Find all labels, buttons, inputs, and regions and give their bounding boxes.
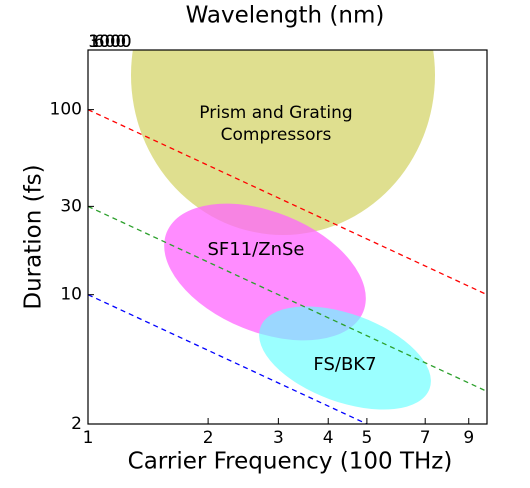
x-tick-label: 2	[203, 428, 214, 448]
dashed-line	[88, 205, 487, 393]
x-tick-label: 5	[361, 428, 372, 448]
region-label: FS/BK7	[313, 354, 376, 375]
x-tick-label: 4	[323, 428, 334, 448]
x2-tick-label: 600	[94, 32, 126, 52]
regions	[131, 50, 435, 410]
sf11-region	[164, 203, 366, 341]
top-axis-title: Wavelength (nm)	[186, 3, 385, 29]
dashed-line	[88, 294, 368, 424]
y-tick-label: 30	[60, 196, 82, 216]
y-tick-label: 100	[50, 100, 82, 120]
x-tick-label: 9	[463, 428, 474, 448]
region-label: SF11/ZnSe	[208, 239, 305, 260]
y-axis-title: Duration (fs)	[21, 164, 47, 309]
x-tick-label: 3	[273, 428, 284, 448]
region-label: Prism and Grating Compressors	[199, 103, 352, 145]
lines	[88, 109, 487, 424]
x-tick-label: 1	[83, 428, 94, 448]
dashed-line	[88, 109, 487, 296]
y-tick-label: 2	[71, 414, 82, 434]
x-tick-label: 7	[420, 428, 431, 448]
y-tick-label: 10	[60, 285, 82, 305]
x2-tick-label: 3000	[88, 32, 131, 52]
compressor-region	[131, 50, 435, 235]
plot-frame	[87, 49, 488, 425]
x2-tick-label: 1000	[88, 32, 131, 52]
x-axis-title: Carrier Frequency (100 THz)	[128, 449, 453, 475]
fs-region	[259, 306, 431, 410]
